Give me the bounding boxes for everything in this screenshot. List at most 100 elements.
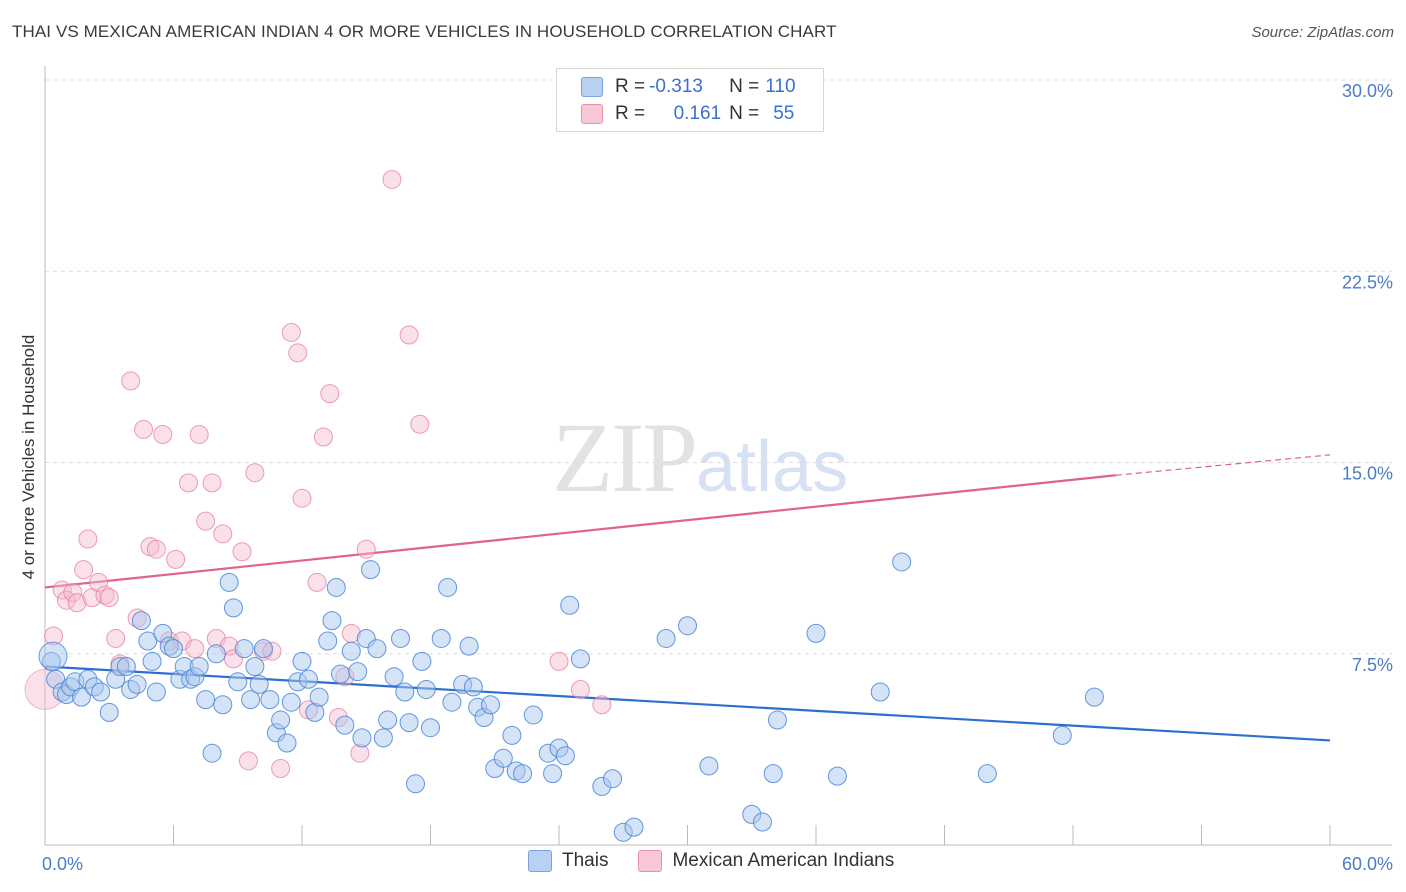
- point-thais: [253, 639, 273, 659]
- axis-labels: 7.5% 15.0% 22.5% 30.0% 0.0% 60.0% 4 or more Ve…: [19, 81, 1393, 874]
- point-thais: [298, 669, 318, 689]
- legend-swatch-blue: [528, 850, 552, 872]
- point-thais: [555, 746, 575, 766]
- point-thais: [421, 718, 440, 738]
- point-thais: [146, 682, 166, 702]
- point-mexican-american-indians: [121, 371, 141, 391]
- point-thais: [223, 598, 243, 618]
- point-thais: [281, 692, 301, 712]
- point-mexican-american-indians: [196, 511, 216, 531]
- point-thais: [91, 682, 111, 702]
- point-thais: [292, 651, 312, 671]
- point-mexican-american-indians: [166, 549, 186, 569]
- trend-line-mexican-american-indians: [44, 474, 1116, 589]
- point-thais: [699, 756, 719, 776]
- point-mexican-american-indians: [292, 488, 312, 508]
- y-tick-label: 7.5%: [1352, 655, 1393, 675]
- legend-row-mexican-american-indians: R = 0.161 N = 55: [581, 101, 794, 127]
- point-thais: [341, 641, 361, 661]
- x-tick-label: 60.0%: [1342, 854, 1393, 874]
- legend-n-value: 110: [765, 76, 796, 97]
- point-mexican-american-indians: [399, 325, 419, 345]
- point-thais: [277, 733, 297, 753]
- point-mexican-american-indians: [99, 588, 119, 608]
- point-mexican-american-indians: [78, 529, 98, 549]
- point-mexican-american-indians: [178, 473, 198, 493]
- y-tick-label: 22.5%: [1342, 272, 1393, 292]
- point-thais: [399, 713, 419, 733]
- point-thais: [438, 577, 458, 597]
- point-mexican-american-indians: [356, 539, 376, 559]
- point-mexican-american-indians: [281, 322, 301, 342]
- point-thais: [603, 769, 623, 789]
- correlation-legend: R = -0.313 N = 110 R = 0.161 N = 55: [556, 68, 824, 132]
- legend-swatch-pink: [638, 850, 663, 872]
- grid: [45, 79, 1392, 655]
- point-thais: [1052, 725, 1072, 745]
- y-axis-title: 4 or more Vehicles in Household: [19, 335, 38, 580]
- point-thais: [378, 710, 398, 730]
- point-mexican-american-indians: [410, 414, 430, 434]
- point-mexican-american-indians: [202, 473, 222, 493]
- series-legend: Thais Mexican American Indians: [528, 850, 924, 872]
- trend-lines: [44, 454, 1331, 742]
- point-mexican-american-indians: [271, 759, 291, 778]
- point-thais: [331, 664, 351, 684]
- point-thais: [318, 631, 338, 651]
- point-thais: [234, 639, 254, 659]
- point-mexican-american-indians: [549, 651, 569, 671]
- point-thais: [513, 764, 533, 784]
- point-mexican-american-indians: [320, 384, 340, 404]
- point-mexican-american-indians: [185, 639, 205, 659]
- y-tick-label: 15.0%: [1342, 464, 1393, 484]
- point-thais: [391, 628, 411, 648]
- point-thais: [271, 710, 291, 730]
- point-thais: [624, 817, 644, 837]
- legend-item-thais: Thais: [528, 850, 608, 872]
- x-tick-label: 0.0%: [42, 854, 83, 874]
- point-thais: [99, 702, 119, 722]
- point-thais: [752, 812, 772, 832]
- point-mexican-american-indians: [313, 427, 333, 447]
- point-thais: [361, 560, 381, 580]
- watermark: ZIPatlas: [552, 400, 848, 515]
- point-thais: [241, 690, 261, 710]
- watermark-atlas: atlas: [696, 427, 849, 507]
- point-mexican-american-indians: [238, 751, 258, 771]
- point-mexican-american-indians: [232, 542, 252, 562]
- legend-r-label: R =: [615, 76, 646, 97]
- point-mexican-american-indians: [146, 539, 166, 559]
- point-thais: [348, 662, 368, 682]
- point-thais: [523, 705, 543, 725]
- axes: [44, 66, 1392, 846]
- legend-r-label: R =: [615, 103, 646, 124]
- point-thais: [335, 715, 355, 735]
- point-thais: [406, 774, 426, 794]
- point-thais: [352, 728, 372, 748]
- point-mexican-american-indians: [89, 572, 109, 592]
- legend-swatch-pink: [581, 104, 603, 124]
- point-thais: [138, 631, 158, 651]
- chart-title: THAI VS MEXICAN AMERICAN INDIAN 4 OR MOR…: [12, 22, 837, 41]
- point-thais: [322, 611, 342, 631]
- point-thais: [196, 690, 216, 710]
- legend-item-mexican-american-indians: Mexican American Indians: [638, 850, 894, 872]
- point-mexican-american-indians: [67, 593, 87, 613]
- point-thais: [442, 692, 462, 712]
- point-thais: [827, 766, 847, 786]
- point-thais: [213, 695, 233, 715]
- point-mexican-american-indians: [153, 424, 173, 444]
- point-thais: [570, 649, 590, 669]
- point-thais: [502, 725, 522, 745]
- point-thais: [806, 623, 826, 643]
- legend-label-thais: Thais: [562, 850, 609, 871]
- point-thais: [493, 748, 513, 768]
- point-mexican-american-indians: [288, 343, 308, 363]
- point-mexican-american-indians: [382, 169, 402, 189]
- point-thais: [206, 644, 226, 664]
- point-mexican-american-indians: [134, 419, 154, 439]
- point-thais: [431, 628, 451, 648]
- legend-label-mexican-american-indians: Mexican American Indians: [672, 850, 895, 871]
- series-thais: [38, 552, 1104, 842]
